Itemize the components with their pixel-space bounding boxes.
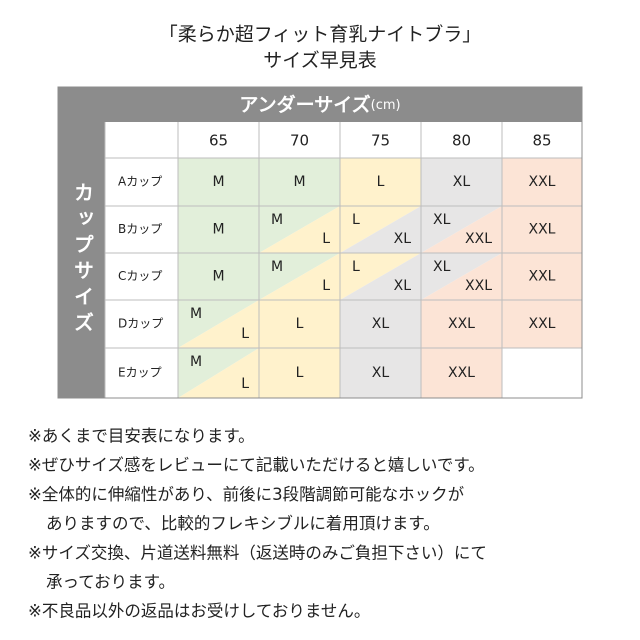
cell-size-lower: XL	[394, 231, 412, 247]
cell-size-upper: XL	[433, 259, 451, 275]
cell-size: M	[212, 269, 224, 285]
cell-bg-lower	[259, 253, 340, 300]
header-band	[58, 87, 582, 122]
cell-size: L	[377, 174, 385, 190]
cell-size: XXL	[448, 316, 475, 332]
note-line: ※あくまで目安表になります。	[28, 427, 255, 446]
row-group-label: カップサイズ	[71, 182, 95, 338]
cell-bg	[340, 300, 421, 348]
cell-size: XXL	[529, 316, 556, 332]
cell-bg	[178, 253, 259, 300]
cell-bg	[502, 300, 582, 348]
note-line: ※不良品以外の返品はお受けしておりません。	[28, 602, 370, 621]
cell-size-upper: M	[271, 212, 283, 228]
cell-size: M	[212, 174, 224, 190]
row-label: Aカップ	[118, 175, 162, 189]
cell-size-lower: XXL	[465, 231, 492, 247]
cell-bg	[259, 348, 340, 398]
cell-size: L	[296, 365, 304, 381]
cell-size-upper: L	[352, 212, 360, 228]
column-header: 65	[209, 132, 228, 150]
cell-bg-lower	[340, 206, 421, 253]
cell-size-lower: L	[241, 326, 249, 342]
cell-size-lower: XL	[394, 278, 412, 294]
cell-bg-lower	[421, 206, 502, 253]
row-label: Bカップ	[118, 222, 162, 236]
cell-bg	[502, 206, 582, 253]
cell-bg	[178, 206, 259, 253]
cell-bg	[502, 158, 582, 206]
cell-bg	[178, 158, 259, 206]
column-header: 80	[452, 132, 471, 150]
cell-size: XL	[372, 316, 390, 332]
note-line: ありますので、比較的フレキシブルに着用頂けます。	[46, 513, 440, 533]
row-label: Eカップ	[118, 366, 162, 380]
cell-size-upper: M	[190, 354, 202, 370]
cell-size: XXL	[529, 222, 556, 238]
row-label: Dカップ	[118, 317, 163, 331]
cell-size-upper: M	[190, 306, 202, 322]
cell-bg-lower	[178, 300, 259, 348]
cell-size: XXL	[529, 174, 556, 190]
side-band	[58, 122, 105, 398]
cell-size: XXL	[448, 365, 475, 381]
note-line: 承っております。	[46, 573, 175, 592]
cell-size-upper: XL	[433, 212, 451, 228]
cell-size: L	[296, 316, 304, 332]
cell-bg	[259, 158, 340, 206]
cell-bg	[340, 158, 421, 206]
subtitle: サイズ早見表	[263, 50, 376, 72]
cell-size: XXL	[529, 269, 556, 285]
cell-size-upper: L	[352, 259, 360, 275]
cell-bg-lower	[340, 253, 421, 300]
column-header: 85	[532, 132, 551, 150]
note-line: ※ぜひサイズ感をレビューにて記載いただけると嬉しいです。	[28, 456, 485, 475]
cell-bg	[421, 348, 502, 398]
cell-bg-lower	[178, 348, 259, 398]
cell-bg	[421, 300, 502, 348]
cell-bg	[421, 158, 502, 206]
header-unit: (cm)	[371, 98, 401, 113]
cell-size: M	[212, 222, 224, 238]
cell-bg-lower	[421, 253, 502, 300]
cell-size-lower: L	[241, 376, 249, 392]
title: 「柔らか超フィット育乳ナイトブラ」	[159, 23, 482, 46]
cell-size: XL	[453, 174, 471, 190]
note-line: ※全体的に伸縮性があり、前後に3段階調節可能なホックが	[28, 485, 465, 504]
cell-size-lower: L	[322, 278, 330, 294]
column-header: 75	[371, 132, 390, 150]
cell-size-lower: L	[322, 231, 330, 247]
cell-size: M	[293, 174, 305, 190]
table-header: アンダーサイズ(cm)	[239, 93, 400, 116]
cell-bg	[259, 300, 340, 348]
cell-size-upper: M	[271, 259, 283, 275]
cell-bg-lower	[259, 206, 340, 253]
cell-size: XL	[372, 365, 390, 381]
column-header: 70	[290, 132, 309, 150]
cell-bg	[340, 348, 421, 398]
header-text: アンダーサイズ	[239, 93, 370, 116]
cell-size-lower: XXL	[465, 278, 492, 294]
row-label: Cカップ	[118, 269, 162, 283]
note-line: ※サイズ交換、片道送料無料（返送時のみご負担下さい）にて	[28, 543, 487, 562]
cell-bg	[502, 253, 582, 300]
table-border	[57, 86, 583, 399]
